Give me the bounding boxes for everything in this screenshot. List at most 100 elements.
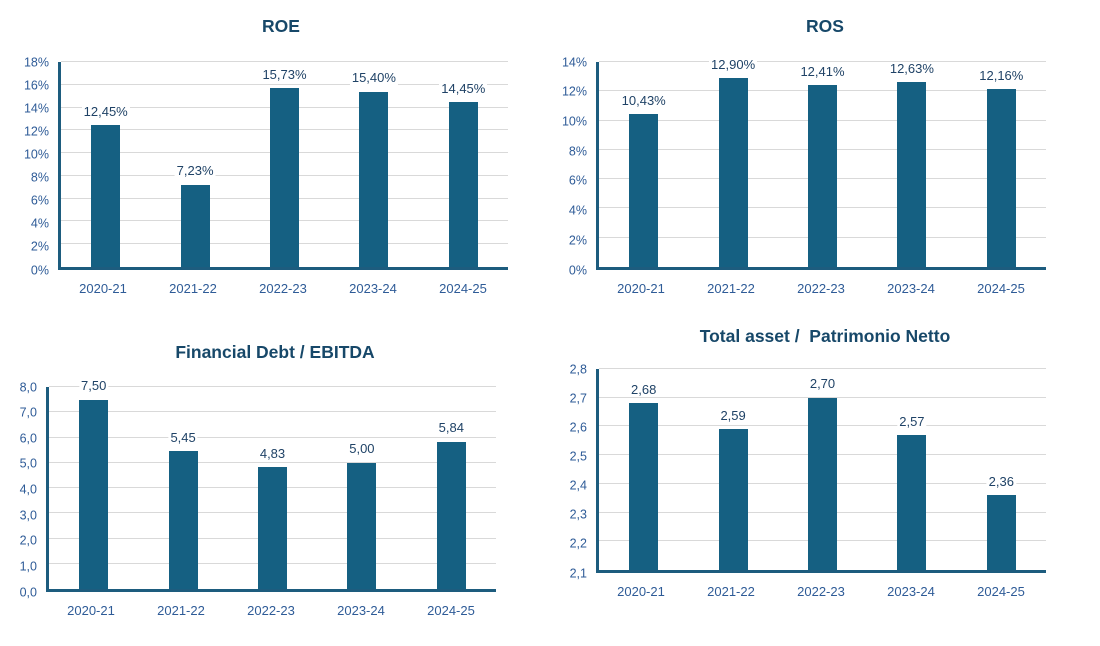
plot-area: 10,43% 12,90% 12,41% 12,63% 12,16%: [596, 57, 1046, 270]
bar: [897, 435, 927, 570]
bar-value-label: 12,16%: [977, 67, 1026, 83]
x-tick-label: 2023-24: [887, 281, 935, 296]
bar: [808, 397, 837, 570]
chart-body: 0% 2% 4% 6% 8% 10% 12% 14% 10,43% 12,90% 12,41% 12…: [550, 56, 1100, 299]
y-tick-label: 4,0: [19, 482, 37, 497]
bar: [436, 441, 466, 589]
bar-value-label: 15,73%: [260, 66, 309, 82]
y-tick-label: 1,0: [19, 559, 37, 574]
plot-area: 2,68 2,59 2,70 2,57 2,36: [596, 368, 1046, 573]
x-tick-label: 2024-25: [439, 281, 487, 296]
bar-value-label: 10,43%: [619, 92, 668, 109]
bar-value-label: 2,68: [629, 382, 659, 398]
y-tick-label: 5,0: [19, 456, 37, 471]
y-tick-label: 2,8: [569, 361, 587, 376]
plot-column: 12,45% 7,23% 15,73% 15,40% 14,45% 2020-21 202…: [58, 61, 508, 299]
y-axis: 0% 2% 4% 6% 8% 10% 12% 14%: [550, 56, 596, 276]
y-tick-label: 2,4: [569, 478, 587, 493]
x-tick-label: 2024-25: [977, 584, 1025, 599]
bar: [629, 114, 659, 267]
bar: [986, 88, 1016, 267]
gridline: [61, 61, 508, 62]
y-tick-label: 2,0: [19, 533, 37, 548]
x-tick-label: 2022-23: [259, 281, 307, 296]
y-tick-label: 0%: [30, 262, 49, 277]
bar: [448, 102, 478, 267]
y-tick-label: 0,0: [19, 584, 37, 599]
gridline: [49, 411, 496, 413]
y-tick-label: 2,5: [569, 449, 587, 464]
y-tick-label: 2,2: [569, 536, 587, 551]
bar: [258, 467, 287, 589]
x-tick-label: 2021-22: [707, 584, 755, 599]
plot-column: 7,50 5,45 4,83 5,00 5,84 2020-21 2021-22 2022-…: [46, 379, 496, 621]
x-tick-label: 2024-25: [977, 281, 1025, 296]
chart-roe: ROE 0% 2% 4% 6% 8% 10% 12% 14% 16% 18% 12,45% 7,23…: [0, 0, 550, 320]
chart-body: 2,1 2,2 2,3 2,4 2,5 2,6 2,7 2,8 2,68 2,59 2,70 2,5…: [550, 363, 1100, 602]
chart-title: Financial Debt / EBITDA: [175, 342, 375, 362]
gridline: [599, 368, 1046, 369]
x-tick-label: 2024-25: [427, 603, 475, 618]
y-tick-label: 14%: [561, 54, 587, 69]
bar: [270, 87, 299, 267]
plot-area: 12,45% 7,23% 15,73% 15,40% 14,45%: [58, 61, 508, 270]
x-tick-label: 2022-23: [797, 281, 845, 296]
gridline: [49, 461, 496, 463]
x-tick-label: 2023-24: [887, 584, 935, 599]
bar: [629, 403, 659, 570]
x-tick-label: 2021-22: [169, 281, 217, 296]
y-tick-label: 8%: [568, 143, 587, 158]
x-tick-label: 2020-21: [617, 584, 665, 599]
y-tick-label: 0%: [568, 262, 587, 277]
gridline: [49, 436, 496, 438]
bar-value-label: 2,59: [718, 408, 748, 424]
y-tick-label: 12%: [561, 84, 587, 99]
bar-value-label: 4,83: [257, 445, 288, 462]
chart-total-asset-patrimonio-netto: Total asset / Patrimonio Netto 2,1 2,2 2,3…: [550, 320, 1100, 646]
x-tick-label: 2021-22: [707, 281, 755, 296]
bar: [79, 399, 109, 589]
y-axis: 0,0 1,0 2,0 3,0 4,0 5,0 6,0 7,0 8,0: [0, 381, 46, 598]
y-tick-label: 2%: [568, 233, 587, 248]
bar-value-label: 12,63%: [887, 60, 936, 77]
x-tick-label: 2020-21: [79, 281, 127, 296]
chart-ros: ROS 0% 2% 4% 6% 8% 10% 12% 14% 10,43% 12,90% 12,4…: [550, 0, 1100, 320]
bar-value-label: 12,41%: [798, 64, 847, 80]
bar: [718, 78, 748, 267]
chart-title: ROS: [806, 16, 844, 36]
gridline: [49, 386, 496, 387]
bar-value-label: 5,84: [436, 420, 466, 436]
bar-value-label: 7,23%: [174, 163, 216, 179]
x-axis: 2020-21 2021-22 2022-23 2023-24 2024-25: [596, 281, 1046, 299]
bar: [359, 91, 389, 267]
bar-value-label: 12,90%: [709, 56, 758, 73]
y-tick-label: 14%: [23, 100, 49, 115]
bar: [897, 82, 927, 267]
y-tick-label: 2,1: [569, 565, 587, 580]
bar-value-label: 2,70: [807, 376, 838, 392]
bar-value-label: 12,45%: [81, 103, 130, 120]
y-tick-label: 4%: [568, 203, 587, 218]
y-tick-label: 2,3: [569, 507, 587, 522]
x-axis: 2020-21 2021-22 2022-23 2023-24 2024-25: [596, 584, 1046, 602]
y-tick-label: 2%: [30, 239, 49, 254]
bar: [718, 429, 748, 570]
bar-value-label: 14,45%: [439, 81, 488, 97]
plot-area: 7,50 5,45 4,83 5,00 5,84: [46, 379, 496, 592]
plot-column: 2,68 2,59 2,70 2,57 2,36 2020-21 2021-22 2022-…: [596, 368, 1046, 602]
bar: [808, 85, 837, 267]
x-tick-label: 2021-22: [157, 603, 205, 618]
x-tick-label: 2022-23: [247, 603, 295, 618]
chart-body: 0,0 1,0 2,0 3,0 4,0 5,0 6,0 7,0 8,0 7,50 5,45 4,83…: [0, 379, 550, 621]
bar: [347, 462, 377, 589]
y-axis: 0% 2% 4% 6% 8% 10% 12% 14% 16% 18%: [12, 56, 58, 276]
y-tick-label: 3,0: [19, 507, 37, 522]
chart-title: Total asset / Patrimonio Netto: [699, 326, 951, 346]
y-tick-label: 7,0: [19, 405, 37, 420]
bar: [180, 184, 210, 267]
y-tick-label: 6%: [568, 173, 587, 188]
x-tick-label: 2023-24: [349, 281, 397, 296]
x-axis: 2020-21 2021-22 2022-23 2023-24 2024-25: [58, 281, 508, 299]
y-tick-label: 8%: [30, 170, 49, 185]
